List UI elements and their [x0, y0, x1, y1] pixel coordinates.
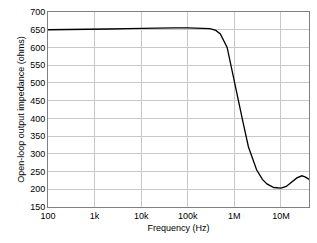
svg-text:100: 100	[40, 211, 55, 221]
svg-text:10k: 10k	[134, 211, 149, 221]
svg-text:1M: 1M	[228, 211, 241, 221]
svg-text:1k: 1k	[90, 211, 100, 221]
svg-text:10M: 10M	[272, 211, 290, 221]
svg-text:600: 600	[30, 43, 45, 53]
svg-text:700: 700	[30, 7, 45, 17]
svg-text:450: 450	[30, 96, 45, 106]
svg-text:650: 650	[30, 25, 45, 35]
svg-text:400: 400	[30, 114, 45, 124]
svg-text:Frequency (Hz): Frequency (Hz)	[147, 223, 209, 233]
svg-text:300: 300	[30, 149, 45, 159]
svg-text:200: 200	[30, 184, 45, 194]
svg-text:Open-loop output impedance (oh: Open-loop output impedance (ohms)	[16, 36, 26, 183]
svg-text:250: 250	[30, 167, 45, 177]
svg-text:150: 150	[30, 202, 45, 212]
svg-text:550: 550	[30, 60, 45, 70]
svg-text:500: 500	[30, 78, 45, 88]
svg-text:100k: 100k	[178, 211, 198, 221]
svg-text:350: 350	[30, 131, 45, 141]
